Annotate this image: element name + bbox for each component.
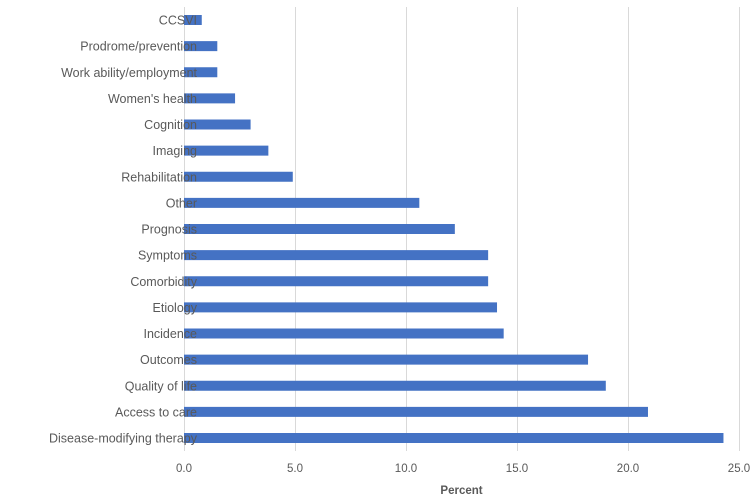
- category-label: Access to care: [115, 405, 197, 419]
- category-label: Quality of life: [125, 379, 197, 393]
- category-label: Outcomes: [140, 353, 197, 367]
- x-axis-title: Percent: [440, 485, 482, 497]
- x-tick-label: 20.0: [617, 463, 639, 475]
- bar: [184, 224, 455, 234]
- x-tick-label: 5.0: [287, 463, 303, 475]
- category-label: Comorbidity: [130, 275, 197, 289]
- category-label: Cognition: [144, 118, 197, 132]
- x-tick-label: 25.0: [728, 463, 750, 475]
- bar: [184, 328, 504, 339]
- bar: [184, 41, 218, 52]
- bar: [184, 433, 724, 443]
- bar: [184, 302, 498, 313]
- bar: [184, 406, 648, 417]
- category-label: Other: [166, 196, 197, 210]
- bar: [184, 380, 606, 391]
- x-tick-labels: 0.0 5.0 10.0 15.0 20.0 25.0: [176, 463, 750, 475]
- category-label: Incidence: [143, 327, 197, 341]
- category-label: Prognosis: [141, 223, 197, 237]
- bar: [184, 67, 218, 78]
- bar: [184, 197, 420, 208]
- bar: [184, 276, 489, 287]
- x-tick-label: 10.0: [395, 463, 417, 475]
- category-label: Rehabilitation: [121, 170, 197, 184]
- category-label: Work ability/employment: [61, 66, 197, 80]
- bar: [184, 145, 269, 156]
- bar: [184, 354, 589, 365]
- category-label: Disease-modifying therapy: [49, 432, 198, 446]
- category-label: Etiology: [153, 301, 198, 315]
- bar: [184, 93, 236, 104]
- category-label: CCSVI: [159, 14, 197, 28]
- x-tick-label: 0.0: [176, 463, 192, 475]
- bar: [184, 250, 489, 261]
- bars: [184, 15, 724, 443]
- category-label: Prodrome/prevention: [80, 40, 197, 54]
- category-label: Symptoms: [138, 249, 197, 263]
- bar: [184, 15, 202, 25]
- bar: [184, 119, 251, 130]
- category-labels: CCSVI Prodrome/prevention Work ability/emp…: [49, 14, 198, 446]
- x-tick-label: 15.0: [506, 463, 528, 475]
- category-label: Women's health: [108, 92, 197, 106]
- bar: [184, 171, 293, 182]
- category-label: Imaging: [153, 144, 198, 158]
